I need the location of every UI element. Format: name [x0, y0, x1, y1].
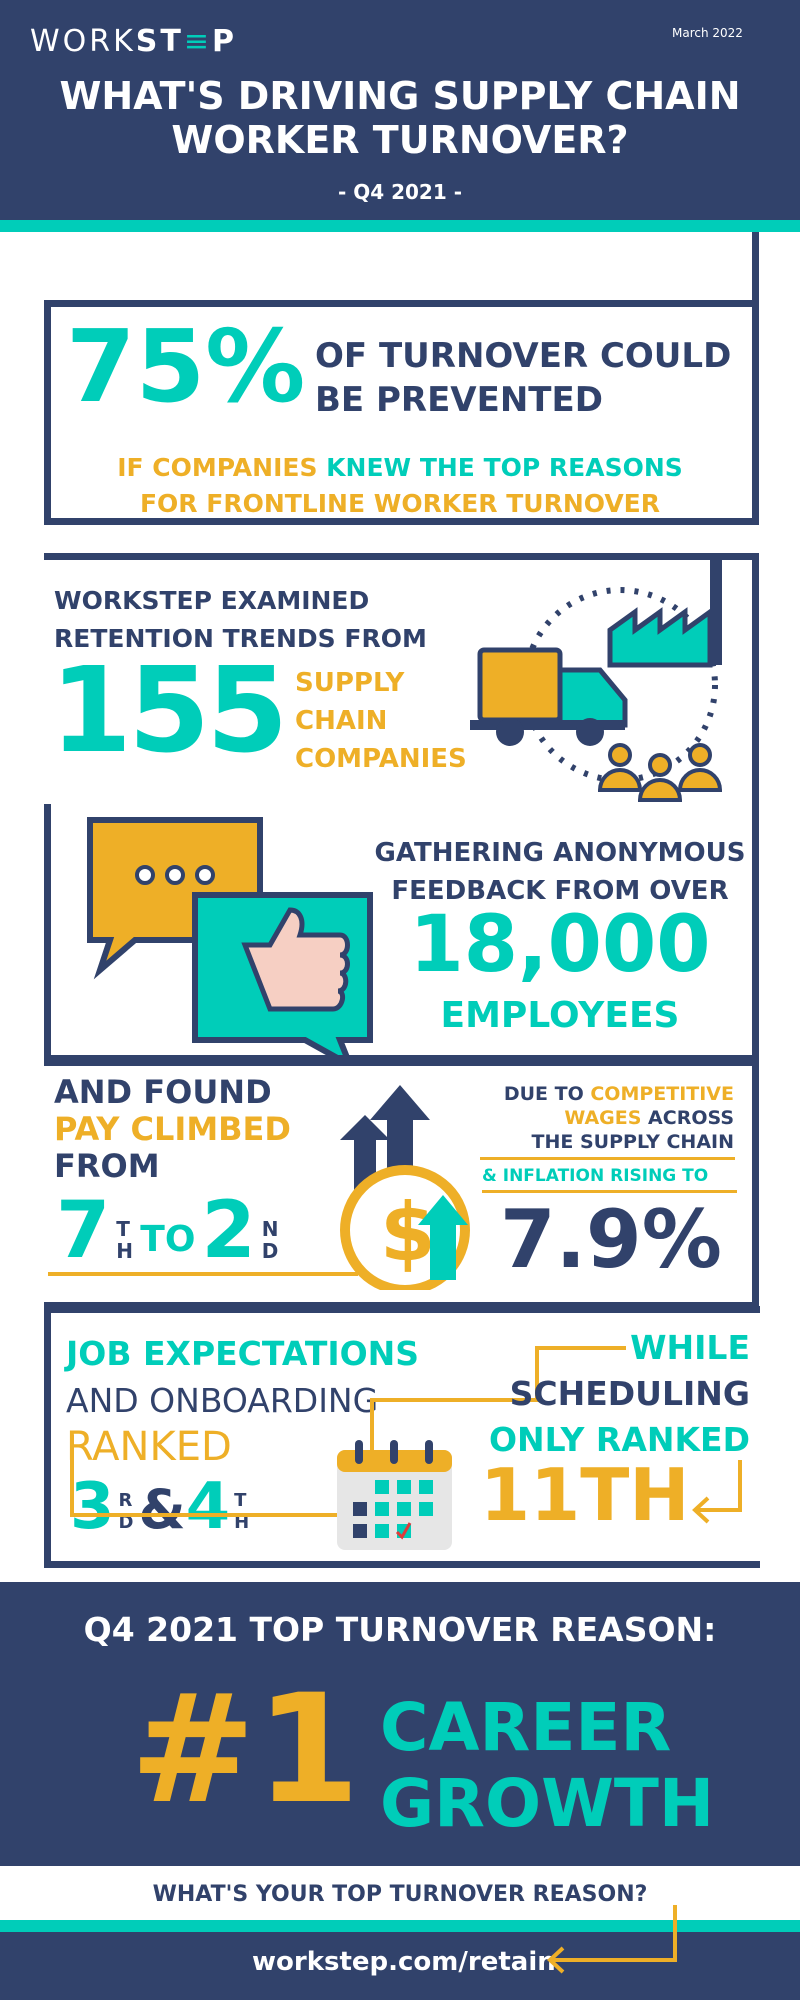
page-title: WHAT'S DRIVING SUPPLY CHAIN WORKER TURNOV… — [59, 74, 741, 162]
return-arrow-icon — [692, 1460, 742, 1524]
thumbs-up-icon — [192, 892, 373, 1055]
page-subtitle: - Q4 2021 - — [337, 180, 463, 204]
top-reason: CAREER GROWTH — [380, 1689, 715, 1842]
stat-intro: GATHERING ANONYMOUS FEEDBACK FROM OVER — [374, 838, 746, 906]
stat-value: 18,000 — [409, 900, 711, 990]
svg-text:$: $ — [380, 1186, 436, 1279]
banner-title: Q4 2021 TOP TURNOVER REASON: — [83, 1610, 717, 1649]
header — [0, 0, 800, 220]
stat-label: SUPPLY CHAIN COMPANIES — [295, 668, 467, 774]
divider — [0, 1920, 800, 1932]
delivery-truck-icon — [470, 647, 628, 746]
report-date: March 2022 — [672, 26, 743, 40]
underline — [48, 1272, 358, 1276]
divider — [482, 1190, 737, 1193]
footer-question: WHAT'S YOUR TOP TURNOVER REASON? — [152, 1882, 648, 1907]
stat-box-companies — [44, 553, 759, 811]
inflation-label: & INFLATION RISING TO — [482, 1166, 709, 1186]
stat-note: IF COMPANIES KNEW THE TOP REASONS FOR FRO… — [117, 453, 683, 518]
stat-box-onboarding — [44, 1306, 760, 1568]
top-reason-banner — [0, 1582, 800, 1866]
onboarding-rank: 3 RD & 4 TH — [70, 1470, 250, 1544]
pay-reason: DUE TO COMPETITIVE WAGES ACROSS THE SUPPLY… — [503, 1083, 734, 1153]
inflation-value: 7.9% — [500, 1193, 722, 1286]
rising-pay-icon: $ — [340, 1085, 470, 1290]
calendar-icon — [337, 1440, 452, 1550]
divider — [0, 220, 800, 232]
footer-arrow-icon — [547, 1905, 677, 1974]
top-rank: #1 — [130, 1663, 361, 1837]
stat-intro: JOB EXPECTATIONS AND ONBOARDING RANKED — [66, 1334, 420, 1470]
divider — [480, 1157, 735, 1160]
stat-box-pay — [44, 1059, 759, 1309]
pay-rank: 7 TH TO 2 ND — [56, 1186, 279, 1276]
feedback-illustration — [87, 817, 373, 1055]
factory-icon — [607, 560, 722, 668]
retain-link[interactable]: workstep.com/retain — [252, 1947, 556, 1977]
connector-arrow — [70, 1346, 626, 1517]
logo: WORKST≡P — [30, 24, 238, 59]
stat-intro: AND FOUND PAY CLIMBED FROM — [54, 1073, 291, 1185]
stat-box-employees — [44, 804, 759, 1062]
footer-bar — [0, 1932, 800, 2000]
stat-box-prevented — [44, 300, 759, 525]
stat-value: 75% — [66, 308, 306, 425]
stat-label: EMPLOYEES — [440, 995, 680, 1036]
stat-intro: WORKSTEP EXAMINED RETENTION TRENDS FROM — [54, 586, 427, 653]
scheduling-text: WHILE SCHEDULING ONLY RANKED — [488, 1328, 750, 1459]
supply-chain-illustration — [470, 560, 723, 802]
connector — [752, 232, 759, 304]
stat-value: 155 — [50, 641, 288, 779]
workers-icon — [597, 743, 723, 802]
scheduling-rank: 11TH — [480, 1453, 690, 1537]
stat-label: OF TURNOVER COULD BE PREVENTED — [315, 336, 732, 420]
